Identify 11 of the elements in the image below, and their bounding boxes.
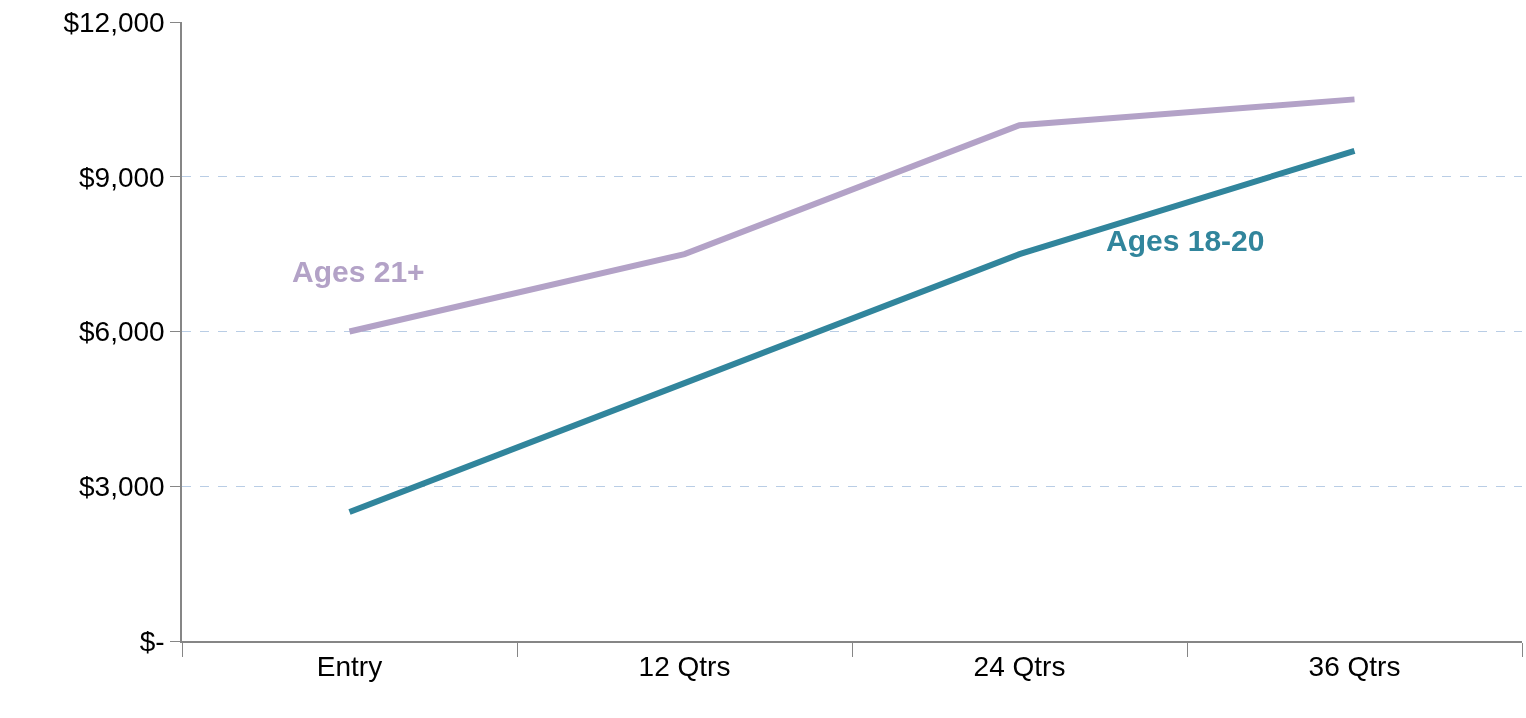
y-tick-label: $9,000 (79, 161, 165, 193)
x-tick-label: Entry (316, 651, 383, 683)
x-tick-label: 12 Qtrs (638, 651, 731, 683)
y-tick-label: $6,000 (79, 316, 165, 348)
x-tick-label: 24 Qtrs (973, 651, 1066, 683)
x-tick-label: 36 Qtrs (1308, 651, 1401, 683)
y-tick-label: $3,000 (79, 471, 165, 503)
y-tick-label: $12,000 (63, 6, 165, 38)
series-label: Ages 21+ (292, 255, 425, 288)
y-tick-label: $- (139, 625, 165, 657)
series-label: Ages 18-20 (1106, 224, 1265, 257)
